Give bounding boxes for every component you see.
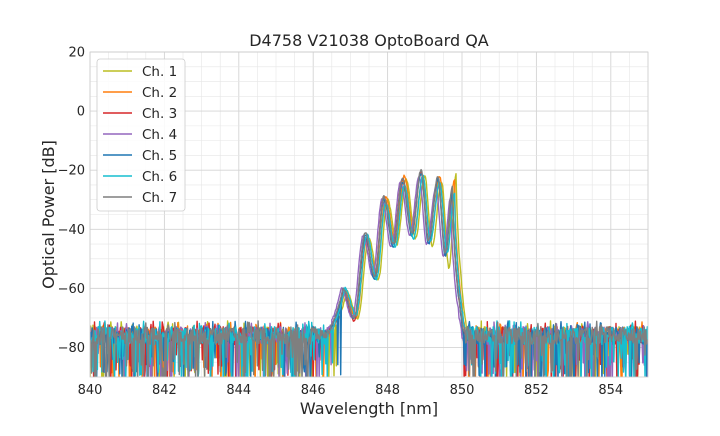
x-tick-label: 844: [226, 383, 251, 398]
x-tick-label: 840: [78, 383, 103, 398]
x-tick-label: 842: [152, 383, 177, 398]
chart-title: D4758 V21038 OptoBoard QA: [249, 31, 489, 50]
x-tick-label: 846: [301, 383, 326, 398]
plot-frame: [89, 51, 649, 378]
x-axis-label: Wavelength [nm]: [300, 399, 438, 418]
y-tick-label: 20: [68, 46, 85, 61]
legend-label-2: Ch. 2: [142, 85, 177, 101]
tick-labels: 840 842 844 846 848 850 852 854 20 0 −20 −40 −60 −80: [58, 46, 624, 399]
y-tick-label: 0: [77, 105, 85, 120]
legend-label-4: Ch. 4: [142, 127, 177, 143]
legend: Ch. 1 Ch. 2 Ch. 3 Ch. 4 Ch. 5 Ch. 6 Ch. 7: [96, 58, 186, 212]
legend-label-7: Ch. 7: [142, 190, 177, 206]
x-tick-label: 848: [375, 383, 400, 398]
legend-label-1: Ch. 1: [142, 64, 177, 80]
legend-label-3: Ch. 3: [142, 106, 177, 122]
x-tick-label: 850: [450, 383, 475, 398]
series-layer: [90, 168, 648, 377]
y-tick-label: −60: [58, 282, 85, 297]
y-axis-label: Optical Power [dB]: [39, 140, 58, 289]
legend-label-5: Ch. 5: [142, 148, 177, 164]
y-tick-label: −40: [58, 223, 85, 238]
y-tick-label: −80: [58, 341, 85, 356]
x-tick-label: 852: [524, 383, 549, 398]
legend-label-6: Ch. 6: [142, 169, 177, 185]
series-line-7: [90, 168, 648, 377]
legend-box: [96, 58, 186, 212]
y-tick-label: −20: [58, 164, 85, 179]
x-tick-label: 854: [598, 383, 623, 398]
